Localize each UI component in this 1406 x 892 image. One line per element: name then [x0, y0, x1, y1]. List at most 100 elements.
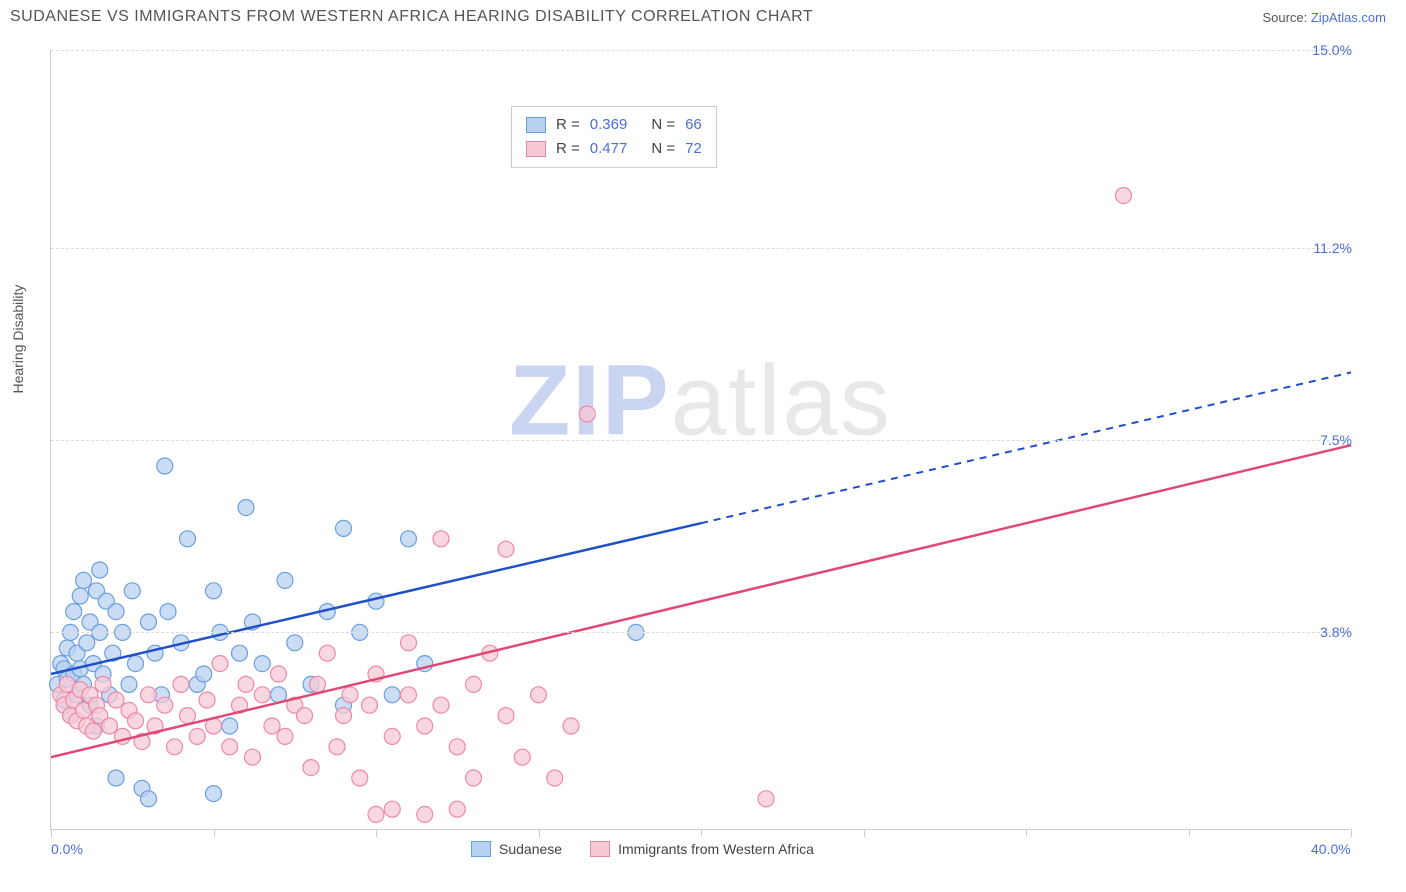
scatter-point	[212, 656, 228, 672]
gridline	[51, 440, 1350, 441]
y-axis-title: Hearing Disability	[10, 285, 26, 394]
trend-line	[51, 445, 1351, 757]
scatter-point	[401, 687, 417, 703]
scatter-point	[329, 739, 345, 755]
scatter-point	[336, 708, 352, 724]
scatter-point	[277, 572, 293, 588]
scatter-point	[579, 406, 595, 422]
scatter-point	[1116, 188, 1132, 204]
y-tick-label: 7.5%	[1320, 432, 1352, 448]
scatter-point	[254, 687, 270, 703]
source-link[interactable]: ZipAtlas.com	[1311, 10, 1386, 25]
scatter-point	[563, 718, 579, 734]
scatter-point	[124, 583, 140, 599]
scatter-point	[254, 656, 270, 672]
scatter-point	[238, 500, 254, 516]
scatter-point	[384, 687, 400, 703]
legend-correlation: R = 0.369N = 66R = 0.477N = 72	[511, 106, 717, 168]
x-tick	[1189, 829, 1190, 837]
scatter-point	[141, 791, 157, 807]
scatter-point	[277, 728, 293, 744]
scatter-point	[264, 718, 280, 734]
scatter-point	[92, 562, 108, 578]
scatter-point	[336, 520, 352, 536]
x-tick	[864, 829, 865, 837]
scatter-point	[102, 718, 118, 734]
legend-swatch	[526, 117, 546, 133]
header-bar: SUDANESE VS IMMIGRANTS FROM WESTERN AFRI…	[0, 0, 1406, 30]
legend-swatch	[590, 841, 610, 857]
legend-row: R = 0.477N = 72	[526, 137, 702, 161]
scatter-point	[157, 458, 173, 474]
scatter-point	[121, 676, 137, 692]
scatter-point	[342, 687, 358, 703]
gridline	[51, 248, 1350, 249]
scatter-point	[433, 531, 449, 547]
scatter-point	[173, 676, 189, 692]
x-tick	[1351, 829, 1352, 837]
scatter-point	[287, 635, 303, 651]
scatter-point	[297, 708, 313, 724]
scatter-point	[180, 531, 196, 547]
legend-item: Sudanese	[471, 841, 562, 857]
scatter-point	[157, 697, 173, 713]
scatter-point	[310, 676, 326, 692]
x-tick	[701, 829, 702, 837]
scatter-point	[85, 723, 101, 739]
scatter-point	[128, 713, 144, 729]
source-label: Source: ZipAtlas.com	[1262, 10, 1386, 25]
scatter-point	[72, 588, 88, 604]
scatter-point	[222, 739, 238, 755]
scatter-point	[206, 786, 222, 802]
gridline	[51, 50, 1350, 51]
scatter-point	[758, 791, 774, 807]
scatter-point	[531, 687, 547, 703]
scatter-point	[95, 676, 111, 692]
scatter-point	[368, 593, 384, 609]
x-tick	[376, 829, 377, 837]
scatter-point	[108, 604, 124, 620]
x-tick	[1026, 829, 1027, 837]
legend-row: R = 0.369N = 66	[526, 113, 702, 137]
trend-line-dashed	[701, 372, 1351, 523]
scatter-point	[66, 604, 82, 620]
scatter-point	[466, 676, 482, 692]
scatter-point	[362, 697, 378, 713]
scatter-point	[433, 697, 449, 713]
scatter-point	[466, 770, 482, 786]
scatter-point	[167, 739, 183, 755]
scatter-point	[180, 708, 196, 724]
scatter-point	[206, 583, 222, 599]
scatter-point	[514, 749, 530, 765]
x-tick	[539, 829, 540, 837]
scatter-point	[189, 728, 205, 744]
scatter-point	[449, 739, 465, 755]
y-tick-label: 11.2%	[1313, 240, 1352, 256]
x-tick-label: 0.0%	[51, 841, 83, 857]
legend-swatch	[526, 141, 546, 157]
scatter-point	[238, 676, 254, 692]
scatter-point	[141, 614, 157, 630]
scatter-point	[417, 806, 433, 822]
scatter-point	[401, 635, 417, 651]
gridline	[51, 632, 1350, 633]
scatter-point	[76, 572, 92, 588]
scatter-point	[79, 635, 95, 651]
scatter-point	[303, 760, 319, 776]
scatter-point	[199, 692, 215, 708]
scatter-point	[401, 531, 417, 547]
scatter-point	[384, 728, 400, 744]
x-tick-label: 40.0%	[1311, 841, 1351, 857]
scatter-point	[128, 656, 144, 672]
scatter-point	[498, 541, 514, 557]
scatter-point	[108, 770, 124, 786]
scatter-point	[449, 801, 465, 817]
scatter-point	[352, 770, 368, 786]
scatter-point	[417, 718, 433, 734]
chart-plot-area: ZIPatlas R = 0.369N = 66R = 0.477N = 72 …	[50, 50, 1350, 830]
scatter-point	[368, 806, 384, 822]
scatter-point	[498, 708, 514, 724]
x-tick	[51, 829, 52, 837]
scatter-point	[160, 604, 176, 620]
scatter-point	[108, 692, 124, 708]
